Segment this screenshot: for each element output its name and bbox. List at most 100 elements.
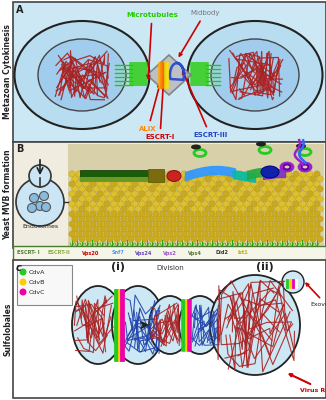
- Ellipse shape: [167, 170, 181, 182]
- Circle shape: [163, 226, 169, 232]
- Circle shape: [170, 216, 176, 222]
- Circle shape: [254, 206, 260, 212]
- Circle shape: [118, 181, 124, 187]
- Circle shape: [317, 176, 323, 182]
- Circle shape: [128, 196, 134, 202]
- Circle shape: [146, 171, 152, 177]
- Circle shape: [142, 206, 148, 212]
- Circle shape: [97, 201, 103, 207]
- Circle shape: [314, 211, 320, 217]
- Text: A: A: [16, 5, 23, 15]
- Circle shape: [188, 201, 194, 207]
- Bar: [80, 170, 150, 178]
- Circle shape: [303, 206, 309, 212]
- Circle shape: [118, 211, 124, 217]
- Circle shape: [114, 226, 120, 232]
- Circle shape: [125, 221, 131, 227]
- Circle shape: [198, 236, 204, 242]
- Circle shape: [209, 231, 215, 237]
- Circle shape: [167, 211, 173, 217]
- Circle shape: [139, 171, 145, 177]
- Circle shape: [76, 211, 82, 217]
- Circle shape: [142, 176, 148, 182]
- Circle shape: [303, 216, 309, 222]
- Circle shape: [128, 206, 134, 212]
- Circle shape: [216, 171, 222, 177]
- Circle shape: [142, 196, 148, 202]
- Text: Endosomes: Endosomes: [22, 224, 58, 229]
- Circle shape: [114, 186, 120, 192]
- Circle shape: [170, 196, 176, 202]
- Circle shape: [275, 236, 281, 242]
- Circle shape: [83, 231, 89, 237]
- Circle shape: [195, 221, 201, 227]
- Circle shape: [90, 201, 96, 207]
- Circle shape: [300, 171, 306, 177]
- Circle shape: [272, 171, 278, 177]
- Circle shape: [279, 221, 285, 227]
- Circle shape: [219, 226, 225, 232]
- Circle shape: [275, 176, 281, 182]
- Circle shape: [272, 181, 278, 187]
- Circle shape: [156, 236, 162, 242]
- Bar: [13, 260, 326, 398]
- Circle shape: [184, 206, 190, 212]
- Circle shape: [265, 181, 271, 187]
- Circle shape: [282, 186, 288, 192]
- Circle shape: [156, 216, 162, 222]
- Circle shape: [184, 236, 190, 242]
- Circle shape: [247, 186, 253, 192]
- Circle shape: [275, 216, 281, 222]
- Bar: [68, 144, 324, 247]
- Circle shape: [191, 226, 197, 232]
- Circle shape: [153, 211, 159, 217]
- Circle shape: [121, 216, 127, 222]
- Circle shape: [27, 204, 37, 212]
- Circle shape: [230, 231, 236, 237]
- Bar: [13, 246, 326, 260]
- Circle shape: [93, 186, 99, 192]
- Circle shape: [188, 181, 194, 187]
- Circle shape: [303, 236, 309, 242]
- Circle shape: [300, 231, 306, 237]
- Circle shape: [261, 216, 267, 222]
- Circle shape: [36, 202, 45, 210]
- Circle shape: [244, 171, 250, 177]
- Circle shape: [181, 201, 187, 207]
- Circle shape: [104, 231, 110, 237]
- Circle shape: [184, 196, 190, 202]
- Ellipse shape: [261, 166, 279, 178]
- Circle shape: [125, 231, 131, 237]
- Circle shape: [247, 196, 253, 202]
- Text: ESCRT-II: ESCRT-II: [48, 250, 71, 256]
- Circle shape: [160, 211, 166, 217]
- Text: Ist1: Ist1: [238, 250, 249, 256]
- Circle shape: [258, 181, 264, 187]
- Circle shape: [121, 236, 127, 242]
- Circle shape: [153, 231, 159, 237]
- Circle shape: [247, 236, 253, 242]
- Circle shape: [97, 181, 103, 187]
- Circle shape: [310, 206, 316, 212]
- Circle shape: [79, 216, 85, 222]
- Circle shape: [226, 236, 232, 242]
- Circle shape: [191, 236, 197, 242]
- Circle shape: [310, 216, 316, 222]
- Circle shape: [107, 176, 113, 182]
- Circle shape: [209, 221, 215, 227]
- Ellipse shape: [187, 21, 322, 129]
- Circle shape: [97, 191, 103, 197]
- Circle shape: [307, 191, 313, 197]
- Circle shape: [114, 236, 120, 242]
- Circle shape: [142, 226, 148, 232]
- Circle shape: [114, 206, 120, 212]
- Circle shape: [181, 221, 187, 227]
- Circle shape: [90, 191, 96, 197]
- Circle shape: [29, 194, 38, 202]
- Circle shape: [118, 231, 124, 237]
- Circle shape: [230, 201, 236, 207]
- Circle shape: [240, 216, 246, 222]
- Circle shape: [219, 206, 225, 212]
- Circle shape: [289, 236, 295, 242]
- Circle shape: [139, 201, 145, 207]
